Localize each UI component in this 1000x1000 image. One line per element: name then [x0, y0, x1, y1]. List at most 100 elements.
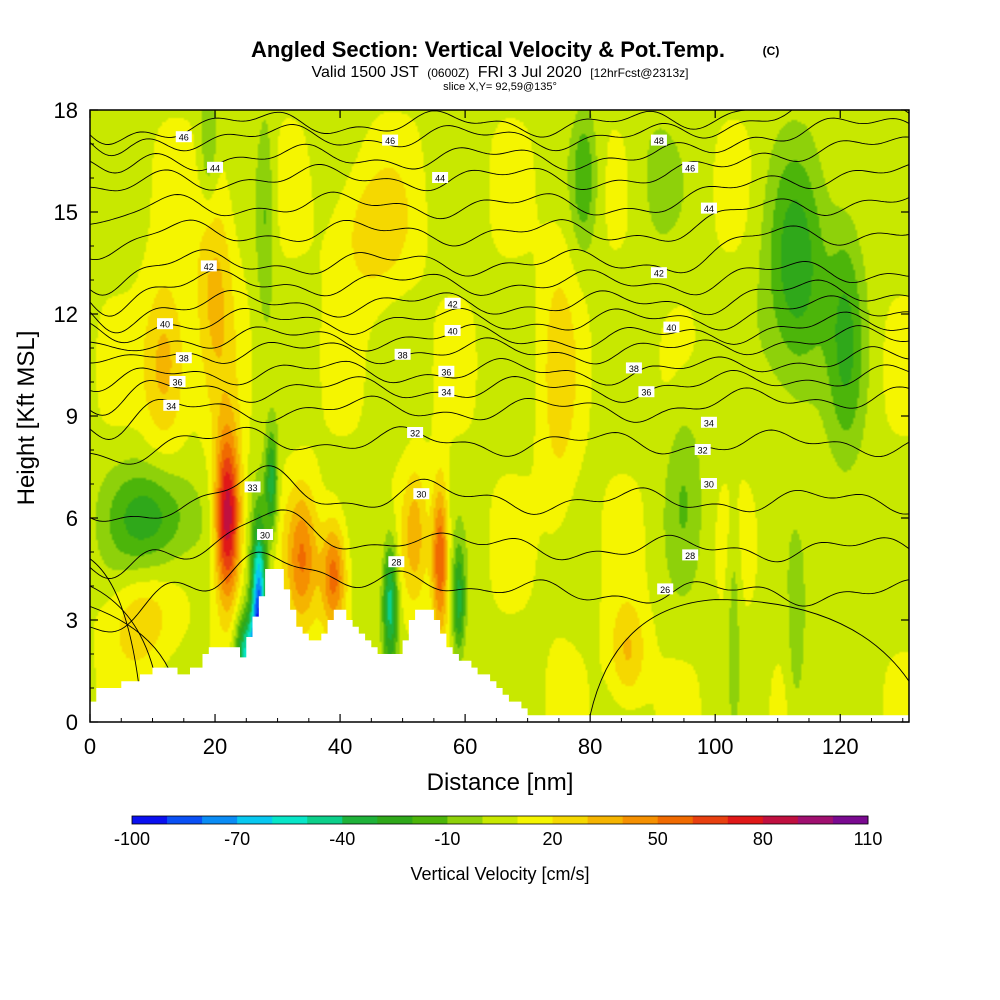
colorbar-swatch — [482, 816, 519, 824]
colorbar-tick-label: -40 — [329, 829, 355, 849]
contour-label: 44 — [435, 174, 445, 184]
contour-label-bg — [438, 365, 455, 377]
colorbar-tick-label: -10 — [434, 829, 460, 849]
colorbar-swatch — [657, 816, 694, 824]
contour-label-bg — [407, 427, 424, 438]
y-tick-label: 3 — [66, 608, 78, 633]
contour-label: 28 — [391, 558, 401, 568]
x-tick-label: 100 — [697, 734, 734, 759]
colorbar-swatch — [237, 816, 273, 824]
contour-line — [90, 509, 909, 579]
contour-label: 32 — [698, 446, 708, 456]
pot-temp-contours — [90, 110, 909, 716]
contour-label: 36 — [641, 388, 651, 398]
contour-label-bg — [700, 416, 717, 428]
colorbar-swatch — [622, 816, 659, 824]
contour-label: 38 — [179, 354, 189, 364]
contour-label-bg — [444, 325, 461, 336]
valid-prefix: Valid 1500 JST — [311, 64, 419, 81]
x-axis-label: Distance [nm] — [427, 769, 574, 796]
chart-title-units: (C) — [763, 44, 780, 58]
contour-label-bg — [682, 161, 699, 173]
colorbar-swatch — [727, 816, 764, 824]
contour-label-bg — [444, 297, 461, 309]
contour-label: 46 — [179, 133, 189, 143]
colorbar-swatch — [832, 816, 869, 824]
contour-label: 38 — [398, 350, 408, 360]
contour-label-bg — [694, 444, 711, 455]
contour-label-bg — [169, 376, 186, 387]
colorbar-tick-label: 20 — [543, 829, 563, 849]
colorbar-tick-label: 110 — [854, 829, 883, 849]
contour-line — [90, 426, 909, 465]
contour-line — [90, 110, 750, 145]
valid-z: (0600Z) — [427, 66, 469, 80]
x-tick-label: 40 — [328, 734, 352, 759]
contour-label: 30 — [260, 531, 270, 541]
y-tick-label: 18 — [54, 98, 78, 123]
contour-label-bg — [388, 556, 405, 568]
contour-label-bg — [700, 478, 717, 489]
contour-label: 34 — [704, 418, 714, 428]
contour-label: 36 — [441, 367, 451, 377]
y-tick-label: 6 — [66, 506, 78, 531]
colorbar-swatch — [202, 816, 238, 824]
colorbar-swatch — [307, 816, 343, 824]
plot-area: 46 46 48 46 44 44 44 42 42 42 40 40 40 38 38 38 36 36 36 34… — [89, 109, 910, 723]
contour-label-bg — [700, 202, 717, 214]
x-tick-label: 20 — [203, 734, 227, 759]
colorbar-swatch — [762, 816, 799, 824]
contour-line — [90, 364, 909, 416]
velocity-field — [90, 110, 909, 722]
contour-label-bg — [657, 583, 674, 595]
valid-line: Valid 1500 JST (0600Z) FRI 3 Jul 2020 [1… — [311, 64, 688, 81]
contour-line — [90, 346, 909, 393]
contour-label: 28 — [685, 551, 695, 561]
contour-label: 42 — [448, 299, 458, 309]
colorbar-swatch — [797, 816, 834, 824]
contour-label: 44 — [210, 163, 220, 173]
contour-line — [90, 197, 909, 261]
chart-title: Angled Section: Vertical Velocity & Pot.… — [251, 37, 725, 62]
slice-label: slice X,Y= 92,59@135° — [443, 81, 557, 93]
contour-label-bg — [625, 362, 642, 374]
contour-label: 33 — [248, 483, 258, 493]
contour-label-bg — [382, 134, 399, 146]
terrain — [90, 569, 909, 722]
x-tick-label: 80 — [578, 734, 602, 759]
colorbar-swatch — [447, 816, 483, 824]
contour-label-bg — [257, 529, 274, 540]
contour-label-bg — [394, 348, 411, 360]
contour-label-bg — [163, 399, 180, 411]
x-tick-label: 0 — [84, 734, 96, 759]
contour-line — [90, 325, 909, 365]
contour-label: 40 — [160, 320, 170, 330]
contour-label-bg — [438, 386, 455, 398]
y-tick-label: 0 — [66, 710, 78, 735]
contour-line — [90, 386, 909, 440]
contour-label-bg — [200, 260, 217, 272]
contour-label: 32 — [410, 429, 420, 439]
colorbar: -100 -70 -40 -10 20 50 80 110 — [114, 815, 883, 849]
y-tick-label: 9 — [66, 404, 78, 429]
contour-label-bg — [432, 172, 449, 183]
colorbar-swatch — [377, 816, 413, 824]
colorbar-tick-label: -100 — [114, 829, 150, 849]
colorbar-tick-label: -70 — [224, 829, 250, 849]
contour-label: 30 — [416, 490, 426, 500]
colorbar-swatch — [517, 816, 554, 824]
contour-label-bg — [175, 352, 192, 364]
valid-date: FRI 3 Jul 2020 — [478, 64, 582, 81]
colorbar-swatch — [132, 816, 168, 824]
contour-label-bg — [413, 488, 430, 500]
contour-label-bg — [244, 481, 261, 493]
contour-label-bg — [682, 549, 699, 561]
contour-line — [90, 558, 141, 695]
colorbar-swatch — [167, 816, 203, 824]
colorbar-swatch — [412, 816, 448, 824]
contour-label: 46 — [385, 136, 395, 146]
contour-label-bg — [157, 318, 174, 330]
contour-line — [90, 261, 909, 317]
colorbar-tick-label: 50 — [648, 829, 668, 849]
